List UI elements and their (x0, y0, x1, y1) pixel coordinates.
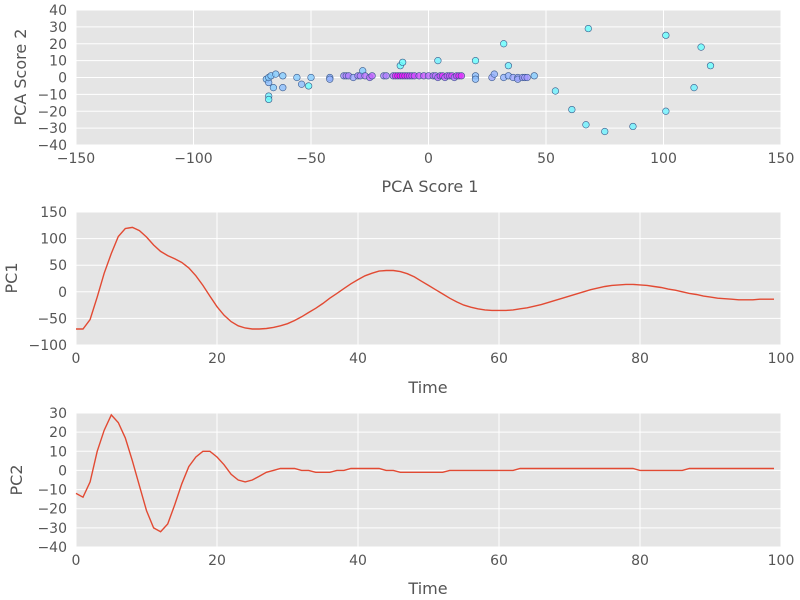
scatter-x-axis-label: PCA Score 1 (382, 177, 479, 196)
scatter-point (305, 82, 313, 90)
pc2-plot-area (76, 413, 781, 547)
scatter-point (326, 75, 334, 83)
pc2-y-tick-label: −10 (37, 483, 67, 499)
scatter-y-tick-label: 40 (49, 3, 67, 19)
pc1-grid (75, 211, 782, 346)
pc1-x-tick-label: 20 (208, 351, 226, 367)
scatter-point (706, 62, 715, 70)
scatter-point (279, 72, 287, 80)
pc2-series (75, 413, 774, 533)
scatter-y-tick-label: 10 (49, 54, 67, 70)
scatter-point (530, 72, 538, 80)
pc1-x-tick-label: 100 (768, 351, 795, 367)
scatter-point (382, 72, 390, 80)
scatter-point (504, 62, 513, 70)
pc1-y-tick-label: 0 (58, 285, 67, 301)
scatter-point (582, 121, 590, 129)
scatter-panel: −150 −100 −50 0 50 100 150−40−30−20−1001020304… (11, 3, 794, 196)
pc2-y-tick-label: −40 (37, 540, 67, 556)
pc1-x-tick-label: 60 (490, 351, 508, 367)
pc1-y-tick-label: 100 (40, 232, 67, 248)
pc2-grid (75, 412, 782, 548)
pc1-plot-area (76, 212, 781, 345)
pc2-x-tick-label: 80 (631, 553, 649, 569)
pc2-series-line (75, 413, 774, 533)
scatter-point (279, 84, 287, 92)
pc1-x-tick-label: 0 (72, 351, 81, 367)
pc1-y-tick-label: −50 (37, 311, 67, 327)
scatter-points (262, 24, 715, 136)
scatter-x-tick-label: 50 (537, 151, 555, 167)
scatter-point (523, 73, 531, 82)
pc1-x-axis-label: Time (407, 378, 447, 397)
scatter-y-tick-label: −30 (37, 121, 67, 137)
scatter-y-tick-label: −20 (37, 104, 67, 120)
pc1-series (76, 226, 774, 330)
scatter-point (490, 70, 498, 78)
scatter-point (293, 73, 301, 82)
pc2-y-tick-label: 30 (49, 406, 67, 422)
scatter-point (662, 31, 670, 39)
scatter-y-tick-label: 30 (49, 20, 67, 36)
scatter-x-tick-label: 100 (650, 151, 677, 167)
scatter-point (298, 80, 306, 88)
scatter-point (568, 105, 576, 114)
pc2-x-tick-label: 40 (349, 553, 367, 569)
pc2-x-tick-label: 100 (768, 553, 795, 569)
scatter-ticks: −150 −100 −50 0 50 100 150−40−30−20−1001020304… (37, 3, 794, 167)
pc2-x-tick-label: 60 (490, 553, 508, 569)
pc2-y-tick-label: 20 (49, 425, 67, 441)
scatter-point (457, 72, 466, 80)
scatter-point (629, 122, 637, 131)
pc2-y-tick-label: 10 (49, 444, 67, 460)
scatter-point (601, 127, 609, 136)
scatter-x-tick-label: −50 (296, 151, 326, 167)
scatter-point (368, 72, 376, 80)
pc2-x-tick-label: 20 (208, 553, 226, 569)
scatter-y-tick-label: −10 (37, 87, 67, 103)
pc2-ticks: 0 20 40 60 80 100 −40 −30 −20 −10 0 10 20 30 (37, 406, 794, 569)
scatter-point (307, 73, 315, 82)
scatter-point (399, 58, 407, 66)
scatter-point (269, 84, 278, 92)
pc1-x-tick-label: 40 (349, 351, 367, 367)
scatter-x-tick-label: 150 (768, 151, 795, 167)
pc2-y-tick-label: −20 (37, 502, 67, 518)
scatter-point (690, 84, 698, 92)
scatter-point (434, 57, 442, 65)
scatter-point (697, 43, 705, 51)
scatter-point (265, 95, 273, 104)
pc1-y-tick-label: 50 (49, 258, 67, 274)
pc1-x-tick-label: 80 (631, 351, 649, 367)
scatter-y-tick-label: 0 (58, 71, 67, 87)
pc2-y-tick-label: 0 (58, 463, 67, 479)
scatter-x-tick-label: −100 (174, 151, 212, 167)
scatter-point (272, 70, 280, 78)
pc2-x-tick-label: 0 (72, 553, 81, 569)
pc2-x-axis-label: Time (407, 579, 447, 598)
pc1-y-tick-label: −100 (29, 338, 67, 354)
pc1-y-tick-label: 150 (40, 205, 67, 221)
scatter-point (471, 57, 480, 65)
pc1-ticks: 0 20 40 60 80 100 −100 −50 0 50 100 150 (29, 205, 795, 367)
pc2-panel: 0 20 40 60 80 100 −40 −30 −20 −10 0 10 20 30 Time PC2 (7, 406, 794, 598)
scatter-point (500, 40, 508, 48)
pc2-y-tick-label: −30 (37, 521, 67, 537)
scatter-x-tick-label: 0 (424, 151, 433, 167)
pc1-y-axis-label: PC1 (2, 263, 21, 294)
scatter-point (551, 87, 560, 95)
scatter-point (584, 24, 592, 33)
pc1-series-line (76, 226, 774, 330)
scatter-x-tick-label: −150 (57, 151, 95, 167)
pc2-y-axis-label: PC2 (7, 465, 26, 496)
pc1-panel: 0 20 40 60 80 100 −100 −50 0 50 100 150 Time PC1 (2, 205, 794, 397)
scatter-y-axis-label: PCA Score 2 (11, 29, 30, 126)
scatter-y-tick-label: 20 (49, 37, 67, 53)
scatter-point (471, 75, 480, 83)
scatter-point (662, 107, 670, 115)
scatter-y-tick-label: −40 (37, 138, 67, 154)
